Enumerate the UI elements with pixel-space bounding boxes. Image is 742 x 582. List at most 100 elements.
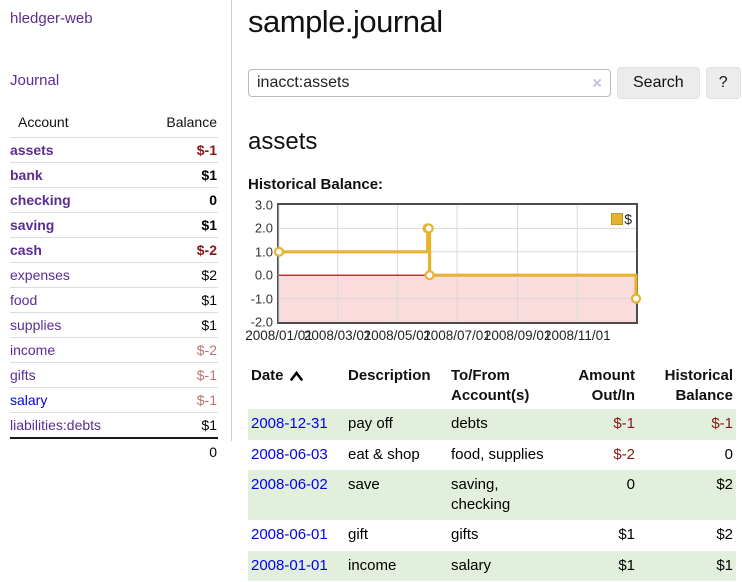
transaction-row: 2008-06-01 gift gifts $1 $2 [248,520,736,551]
account-row-checking: checking 0 [10,187,218,213]
clear-search-icon[interactable]: × [592,73,602,93]
transaction-balance: $2 [716,526,733,543]
account-row-saving: saving $1 [10,212,218,238]
transaction-description: pay off [348,415,393,432]
x-tick-label: 2008/11/01 [544,328,611,343]
account-row-gifts: gifts $-1 [10,362,218,388]
chart-legend: $ [611,211,632,227]
transaction-date-link[interactable]: 2008-06-03 [251,445,328,463]
search-input[interactable] [248,69,611,97]
accounts-total-row: 0 [10,437,218,464]
transaction-accounts: salary [451,556,492,574]
account-link-food[interactable]: food [10,292,38,308]
account-link-gifts[interactable]: gifts [10,367,36,383]
search-button[interactable]: Search [617,67,700,99]
y-tick-label: -2.0 [250,314,273,330]
transaction-accounts: food, supplies [451,445,544,463]
account-row-liabilities-debts: liabilities:debts $1 [10,412,218,438]
account-row-food: food $1 [10,287,218,313]
account-link-checking[interactable]: checking [10,192,71,208]
account-row-expenses: expenses $2 [10,262,218,288]
transaction-row: 2008-06-03 eat & shop food, supplies $-2… [248,440,736,471]
accounts-table-header: Account Balance [10,109,218,138]
sort-ascending-icon [289,370,303,381]
y-tick-label: 3.0 [254,197,273,213]
x-tick-label: 2008/01/01 [245,328,313,343]
transaction-balance: $-1 [711,415,733,432]
historical-balance-chart: 3.0 2.0 1.0 0.0 -1.0 -2.0 $ 2008/01/01 2008/03… [245,198,742,346]
sidebar: hledger-web Journal Account Balance asse… [0,0,232,464]
transaction-date-link[interactable]: 2008-06-01 [251,526,328,543]
search-form: × Search ? [248,67,742,99]
account-row-supplies: supplies $1 [10,312,218,338]
legend-label: $ [624,211,632,227]
account-column-header: Account [18,114,69,130]
x-tick-label: 2008/03/01 [303,328,372,343]
y-tick-label: 1.0 [254,244,273,260]
account-balance: $2 [135,262,218,288]
chart-plot-svg [273,205,642,322]
transaction-description: eat & shop [348,445,420,463]
amount-header-line1: Amount [578,367,635,384]
amount-column-header: Amount Out/In [554,362,638,409]
account-link-liabilities-debts[interactable]: liabilities:debts [10,417,102,433]
search-box: × [248,69,611,97]
transaction-amount: $-2 [613,445,635,463]
help-button[interactable]: ? [705,67,741,99]
account-balance: $-1 [135,137,218,163]
transaction-date-link[interactable]: 2008-06-02 [251,476,328,493]
account-balance: $1 [135,212,218,238]
account-heading: assets [248,128,318,155]
y-tick-label: 0.0 [254,267,273,283]
chart-title: Historical Balance: [248,176,384,193]
sidebar-item-journal[interactable]: Journal [10,72,60,89]
transaction-row: 2008-12-31 pay off debts $-1 $-1 [248,409,736,440]
amount-header-line2: Out/In [591,386,635,404]
account-balance: $-2 [135,237,218,263]
account-link-bank[interactable]: bank [10,167,43,183]
account-balance: $-1 [135,362,218,388]
legend-swatch-icon [611,213,624,225]
account-balance: $1 [135,287,218,313]
balance-column-header: Balance [166,114,217,130]
account-row-cash: cash $-2 [10,237,218,263]
date-header-label: Date [251,367,284,384]
date-column-header[interactable]: Date [248,362,345,409]
main-content: sample.journal × Search ? assets Histori… [245,0,742,581]
app-brand-link[interactable]: hledger-web [10,10,93,27]
account-link-assets[interactable]: assets [10,142,54,158]
transaction-amount: $-1 [613,415,635,432]
account-link-cash[interactable]: cash [10,242,42,258]
transaction-description: income [348,556,397,574]
transaction-date-link[interactable]: 2008-12-31 [251,415,328,432]
account-link-saving[interactable]: saving [10,217,55,233]
account-link-income[interactable]: income [10,342,56,358]
account-link-supplies[interactable]: supplies [10,317,62,333]
chart-plot-area: $ [273,203,642,324]
tofrom-header-line1: To/From [451,367,510,384]
transaction-date-link[interactable]: 2008-01-01 [251,556,328,574]
account-balance: $1 [135,162,218,188]
account-row-salary: salary $-1 [10,387,218,413]
transaction-row: 2008-01-01 income salary $1 $1 [248,550,736,581]
x-tick-label: 2008/05/01 [363,328,432,343]
account-link-salary[interactable]: salary [10,392,48,408]
accounts-total-value: 0 [135,437,218,464]
y-tick-label: 2.0 [254,220,273,236]
tofrom-header-line2: Account(s) [451,386,530,404]
tofrom-column-header: To/From Account(s) [448,362,554,409]
description-column-header: Description [348,367,431,384]
accounts-balance-table: Account Balance assets $-1 bank $1 check… [10,109,218,464]
transaction-accounts: gifts [451,526,479,543]
account-link-expenses[interactable]: expenses [10,267,70,283]
page-title: sample.journal [248,4,443,39]
transaction-description: gift [348,526,369,543]
account-balance: $1 [135,412,218,438]
transaction-balance: $2 [716,476,733,493]
y-tick-label: -1.0 [250,291,273,307]
transaction-amount: $1 [618,556,635,574]
transaction-amount: 0 [626,476,635,493]
x-tick-label: 2008/09/01 [483,328,552,343]
transaction-balance: $1 [716,556,733,574]
